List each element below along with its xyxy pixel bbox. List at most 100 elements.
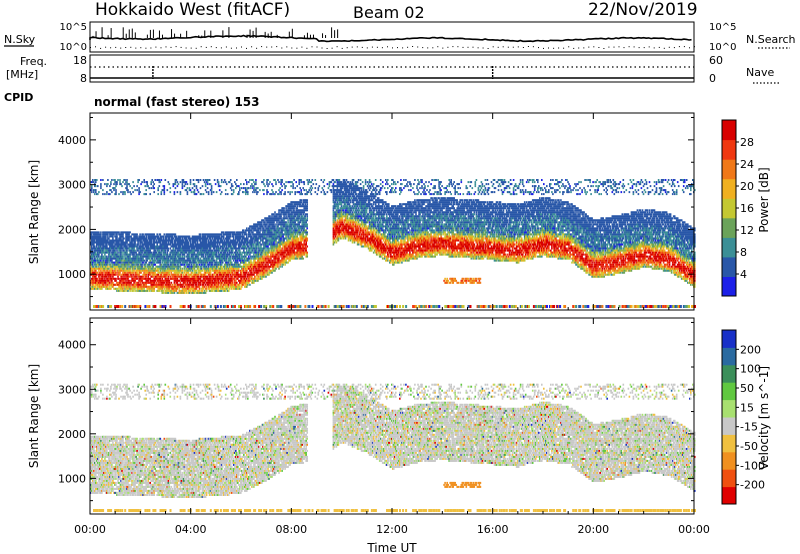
power-cell xyxy=(236,249,238,252)
power-cell xyxy=(157,285,160,288)
power-cell xyxy=(105,267,107,270)
power-cell xyxy=(125,187,127,190)
power-cell xyxy=(268,237,270,240)
power-cell xyxy=(165,245,168,248)
power-cell xyxy=(166,291,169,294)
power-cell xyxy=(260,245,262,248)
power-cell xyxy=(188,253,191,256)
power-cell xyxy=(167,283,170,286)
power-cell xyxy=(152,245,155,248)
power-cell xyxy=(122,269,124,272)
power-cell xyxy=(107,281,109,284)
power-cell xyxy=(105,263,107,266)
power-cell xyxy=(195,235,198,238)
power-cell xyxy=(111,271,113,274)
power-cell xyxy=(264,235,266,238)
power-cell xyxy=(160,279,163,282)
nsearch-point xyxy=(190,47,192,49)
power-cell xyxy=(250,187,252,190)
power-cell xyxy=(136,189,138,192)
power-cell xyxy=(157,237,160,240)
power-cell xyxy=(135,283,137,286)
power-cell xyxy=(190,265,193,268)
power-cell xyxy=(190,257,193,260)
power-cell xyxy=(152,287,155,290)
power-cell xyxy=(94,275,96,278)
power-cell xyxy=(119,279,121,282)
power-cell xyxy=(91,237,93,240)
power-cell xyxy=(146,255,149,258)
power-cell xyxy=(116,261,118,264)
power-cell xyxy=(144,261,147,264)
power-cell xyxy=(160,289,163,292)
power-cell xyxy=(131,275,133,278)
power-cell xyxy=(155,275,158,278)
power-cell xyxy=(189,283,192,286)
power-cell xyxy=(267,185,269,188)
power-cell xyxy=(237,271,239,274)
power-cell xyxy=(126,267,128,270)
power-cell xyxy=(146,279,149,282)
power-cell xyxy=(93,279,95,282)
power-cell xyxy=(180,285,183,288)
power-cell xyxy=(188,249,191,252)
power-cell xyxy=(112,263,114,266)
power-cell xyxy=(156,289,159,292)
power-cell xyxy=(245,231,247,234)
power-cell xyxy=(118,277,120,280)
power-cell xyxy=(189,183,192,186)
power-cell xyxy=(129,265,131,268)
power-cell xyxy=(152,275,155,278)
power-cell xyxy=(140,259,142,262)
power-cell xyxy=(139,233,141,236)
power-cell xyxy=(211,249,214,252)
power-cell xyxy=(128,279,130,282)
power-cell xyxy=(246,269,248,272)
power-cell xyxy=(91,269,93,272)
power-cell xyxy=(107,263,109,266)
power-cell xyxy=(153,261,156,264)
power-cell xyxy=(173,245,176,248)
power-cell xyxy=(133,285,135,288)
power-cell xyxy=(176,253,179,256)
power-cell xyxy=(98,245,100,248)
power-cell xyxy=(127,257,129,260)
power-cell xyxy=(191,255,194,258)
power-cell xyxy=(142,261,144,264)
power-cell xyxy=(121,277,123,280)
power-cell xyxy=(141,269,143,272)
power-cell xyxy=(132,263,134,266)
power-cell xyxy=(185,263,188,266)
power-cell xyxy=(197,243,200,246)
power-cell xyxy=(102,255,104,258)
power-cell xyxy=(95,231,97,234)
power-cell xyxy=(108,231,110,234)
power-cell xyxy=(203,261,206,264)
power-cell xyxy=(91,233,93,236)
power-cell xyxy=(180,239,183,242)
power-cell xyxy=(101,257,103,260)
power-cell xyxy=(156,269,159,272)
power-cell xyxy=(96,247,98,250)
power-cell xyxy=(170,255,173,258)
power-cell xyxy=(149,235,152,238)
power-cell xyxy=(252,239,254,242)
power-cell xyxy=(125,261,127,264)
power-cell xyxy=(164,269,167,272)
power-cell xyxy=(91,249,93,252)
power-cell xyxy=(252,231,254,234)
power-cell xyxy=(106,193,108,196)
power-cell xyxy=(164,249,167,252)
power-cell xyxy=(258,229,260,232)
power-cell xyxy=(238,185,240,188)
power-cell xyxy=(169,255,172,258)
power-cell xyxy=(139,249,141,252)
power-cell xyxy=(209,247,212,250)
power-cell xyxy=(104,251,106,254)
power-cell xyxy=(100,265,102,268)
power-cell xyxy=(232,189,235,192)
power-cell xyxy=(162,251,165,254)
power-cell xyxy=(103,267,105,270)
power-cell xyxy=(194,271,197,274)
power-cell xyxy=(110,263,112,266)
